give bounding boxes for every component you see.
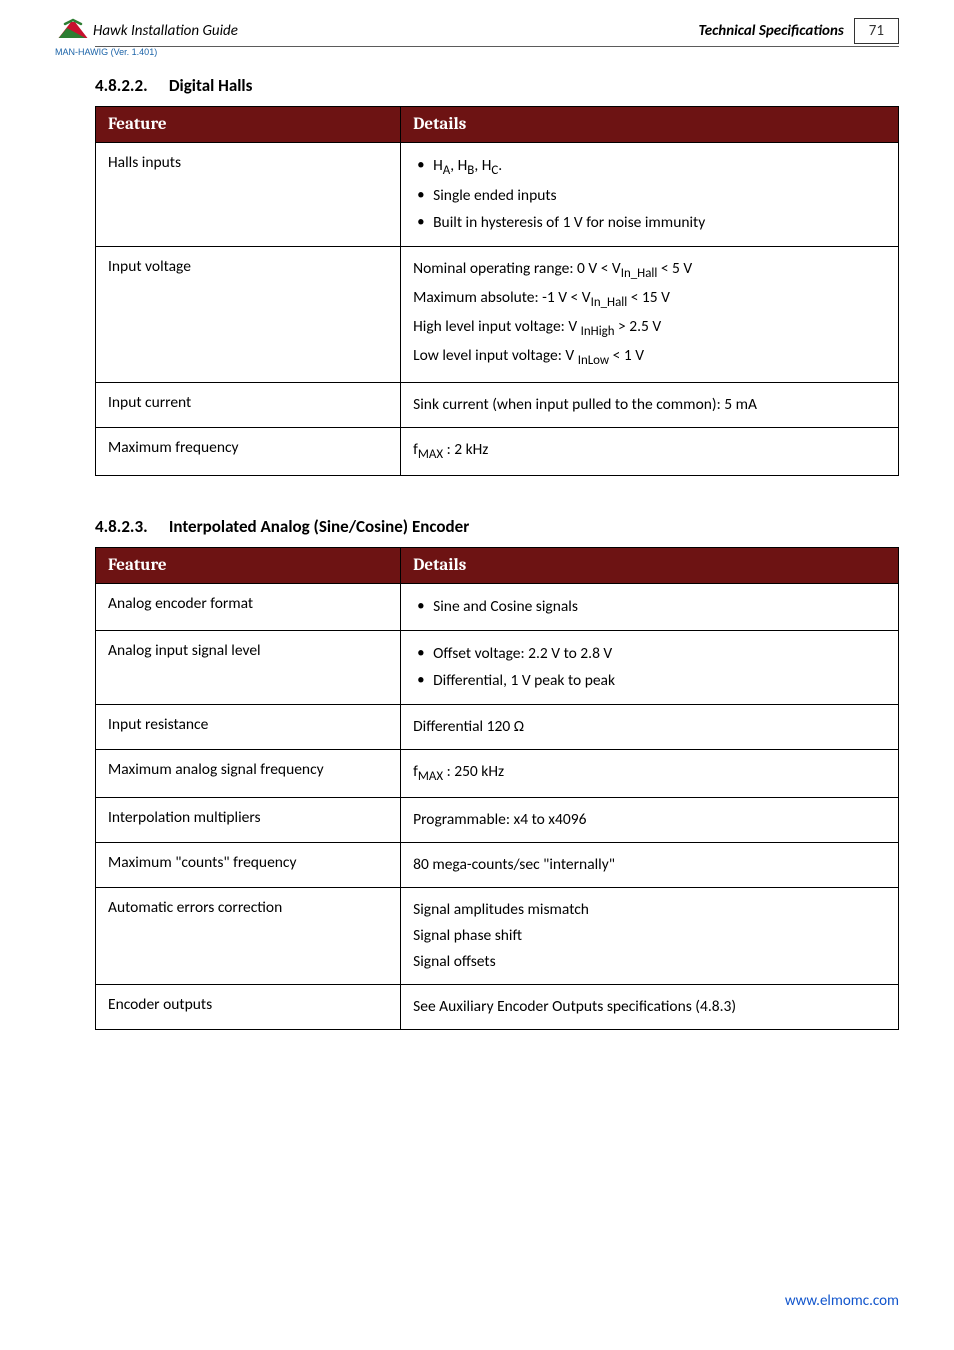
- table-header-row: Feature Details: [96, 547, 899, 583]
- section-heading-2: 4.8.2.3. Interpolated Analog (Sine/Cosin…: [95, 516, 899, 537]
- table-header-row: Feature Details: [96, 107, 899, 143]
- feature-cell: Input voltage: [96, 247, 401, 382]
- document-title: Hawk Installation Guide: [93, 22, 238, 40]
- details-cell: Programmable: x4 to x4096: [401, 797, 899, 842]
- table-row: Input current Sink current (when input pu…: [96, 382, 899, 427]
- details-cell: fMAX : 2 kHz: [401, 427, 899, 475]
- list-item: HA, HB, HC.: [433, 154, 886, 181]
- column-header-feature: Feature: [96, 547, 401, 583]
- section-number: 4.8.2.2.: [95, 75, 165, 96]
- details-cell: fMAX : 250 kHz: [401, 749, 899, 797]
- interpolated-analog-table: Feature Details Analog encoder format Sin…: [95, 547, 899, 1030]
- table-row: Interpolation multipliers Programmable: x…: [96, 797, 899, 842]
- page-content: 4.8.2.2. Digital Halls Feature Details H…: [0, 57, 954, 1030]
- table-row: Input resistance Differential 120 Ω: [96, 704, 899, 749]
- details-lines: Nominal operating range: 0 V < VIn_Hall …: [413, 257, 886, 371]
- details-cell: 80 mega-counts/sec "internally": [401, 842, 899, 887]
- table-row: Maximum "counts" frequency 80 mega-counts…: [96, 842, 899, 887]
- detail-line: Signal offsets: [413, 950, 886, 974]
- column-header-details: Details: [401, 547, 899, 583]
- table-row: Maximum frequency fMAX : 2 kHz: [96, 427, 899, 475]
- detail-line: Sink current (when input pulled to the c…: [413, 393, 886, 417]
- detail-line: Signal amplitudes mismatch: [413, 898, 886, 922]
- details-cell: HA, HB, HC. Single ended inputs Built in h…: [401, 143, 899, 247]
- feature-cell: Input resistance: [96, 704, 401, 749]
- details-lines: fMAX : 250 kHz: [413, 760, 886, 787]
- feature-cell: Automatic errors correction: [96, 887, 401, 984]
- table-row: Analog encoder format Sine and Cosine sig…: [96, 583, 899, 630]
- detail-line: Low level input voltage: V InLow < 1 V: [413, 344, 886, 371]
- detail-line: Programmable: x4 to x4096: [413, 808, 886, 832]
- page-header: Hawk Installation Guide Technical Specif…: [0, 0, 954, 46]
- section-title: Technical Specifications: [698, 22, 843, 40]
- detail-line: High level input voltage: V InHigh > 2.5…: [413, 315, 886, 342]
- details-cell: Differential 120 Ω: [401, 704, 899, 749]
- list-item: Differential, 1 V peak to peak: [433, 669, 886, 693]
- details-lines: fMAX : 2 kHz: [413, 438, 886, 465]
- detail-line: fMAX : 2 kHz: [413, 438, 886, 465]
- list-item: Sine and Cosine signals: [433, 595, 886, 619]
- feature-cell: Maximum "counts" frequency: [96, 842, 401, 887]
- feature-cell: Encoder outputs: [96, 984, 401, 1029]
- version-text: MAN-HAWIG (Ver. 1.401): [55, 47, 954, 57]
- feature-cell: Maximum analog signal frequency: [96, 749, 401, 797]
- detail-line: See Auxiliary Encoder Outputs specificat…: [413, 995, 886, 1019]
- table-row: Halls inputs HA, HB, HC. Single ended inpu…: [96, 143, 899, 247]
- list-item: Offset voltage: 2.2 V to 2.8 V: [433, 642, 886, 666]
- details-cell: Offset voltage: 2.2 V to 2.8 V Differenti…: [401, 630, 899, 704]
- details-cell: Signal amplitudes mismatchSignal phase s…: [401, 887, 899, 984]
- section-heading-1: 4.8.2.2. Digital Halls: [95, 75, 899, 96]
- detail-line: Maximum absolute: -1 V < VIn_Hall < 15 V: [413, 286, 886, 313]
- bullets-list: Offset voltage: 2.2 V to 2.8 V Differenti…: [413, 642, 886, 693]
- feature-cell: Maximum frequency: [96, 427, 401, 475]
- section-title-text: Digital Halls: [169, 75, 253, 96]
- feature-cell: Input current: [96, 382, 401, 427]
- detail-line: fMAX : 250 kHz: [413, 760, 886, 787]
- details-cell: Nominal operating range: 0 V < VIn_Hall …: [401, 247, 899, 382]
- details-lines: Differential 120 Ω: [413, 715, 886, 739]
- bullets-list: HA, HB, HC. Single ended inputs Built in h…: [413, 154, 886, 235]
- bullets-list: Sine and Cosine signals: [413, 595, 886, 619]
- section-title-text: Interpolated Analog (Sine/Cosine) Encode…: [169, 516, 469, 537]
- table-row: Encoder outputs See Auxiliary Encoder Out…: [96, 984, 899, 1029]
- header-left: Hawk Installation Guide: [55, 18, 238, 44]
- feature-cell: Analog encoder format: [96, 583, 401, 630]
- feature-cell: Analog input signal level: [96, 630, 401, 704]
- details-lines: 80 mega-counts/sec "internally": [413, 853, 886, 877]
- detail-line: Signal phase shift: [413, 924, 886, 948]
- details-cell: Sine and Cosine signals: [401, 583, 899, 630]
- feature-cell: Interpolation multipliers: [96, 797, 401, 842]
- footer-link[interactable]: www.elmomc.com: [785, 1292, 899, 1310]
- details-cell: Sink current (when input pulled to the c…: [401, 382, 899, 427]
- list-item: Built in hysteresis of 1 V for noise imm…: [433, 211, 886, 235]
- list-item: Single ended inputs: [433, 184, 886, 208]
- table-row: Maximum analog signal frequency fMAX : 25…: [96, 749, 899, 797]
- feature-cell: Halls inputs: [96, 143, 401, 247]
- column-header-details: Details: [401, 107, 899, 143]
- digital-halls-table: Feature Details Halls inputs HA, HB, HC. S…: [95, 106, 899, 476]
- column-header-feature: Feature: [96, 107, 401, 143]
- details-cell: See Auxiliary Encoder Outputs specificat…: [401, 984, 899, 1029]
- details-lines: Signal amplitudes mismatchSignal phase s…: [413, 898, 886, 974]
- table-row: Automatic errors correctionSignal amplit…: [96, 887, 899, 984]
- details-lines: See Auxiliary Encoder Outputs specificat…: [413, 995, 886, 1019]
- table-row: Input voltage Nominal operating range: 0 …: [96, 247, 899, 382]
- header-right: Technical Specifications 71: [698, 18, 899, 44]
- detail-line: 80 mega-counts/sec "internally": [413, 853, 886, 877]
- details-lines: Sink current (when input pulled to the c…: [413, 393, 886, 417]
- detail-line: Differential 120 Ω: [413, 715, 886, 739]
- footer-link-anchor[interactable]: www.elmomc.com: [785, 1292, 899, 1310]
- page-number: 71: [854, 18, 899, 44]
- details-lines: Programmable: x4 to x4096: [413, 808, 886, 832]
- detail-line: Nominal operating range: 0 V < VIn_Hall …: [413, 257, 886, 284]
- section-number: 4.8.2.3.: [95, 516, 165, 537]
- table-row: Analog input signal levelOffset voltage:…: [96, 630, 899, 704]
- brand-logo-icon: [55, 18, 91, 44]
